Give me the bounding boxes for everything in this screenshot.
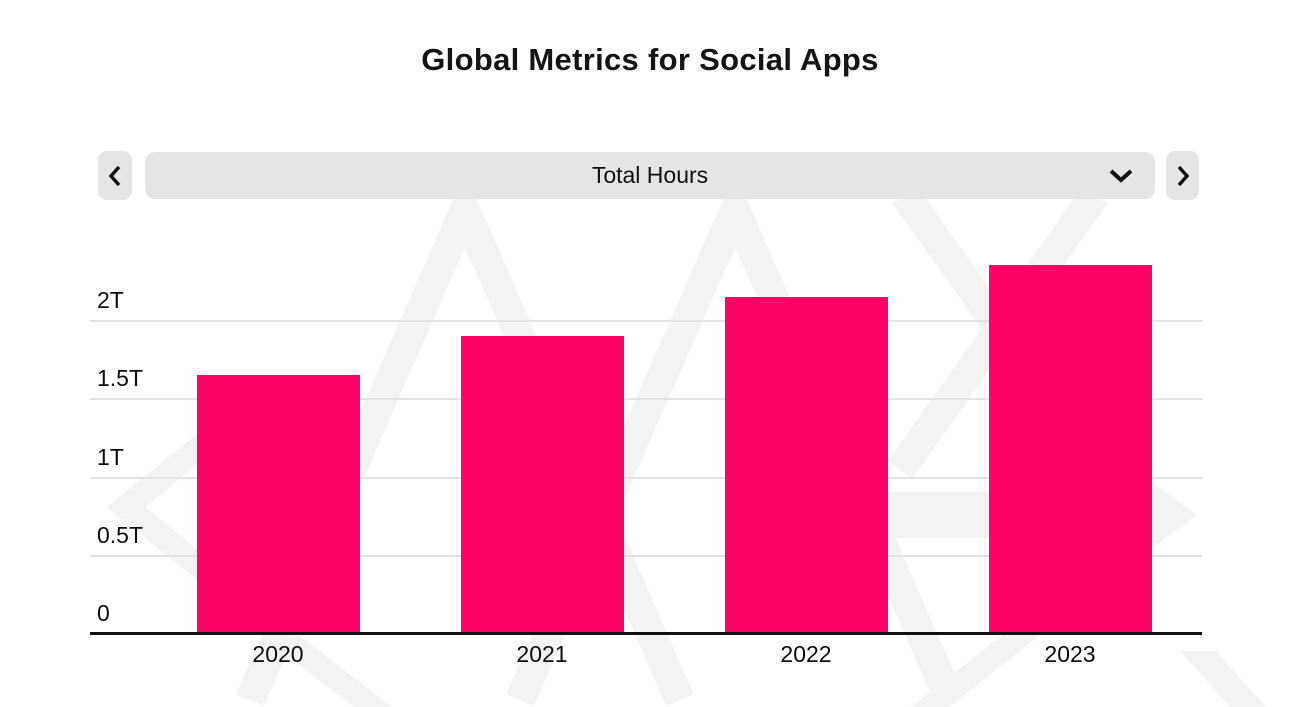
y-tick-label: 1.5T <box>97 365 144 392</box>
page-title: Global Metrics for Social Apps <box>421 42 879 77</box>
bar <box>724 297 888 633</box>
metric-dropdown-label: Total Hours <box>591 162 709 188</box>
next-metric-button[interactable] <box>1166 151 1199 200</box>
x-axis-line <box>90 632 1202 635</box>
chevron-down-icon <box>1107 168 1135 184</box>
x-axis-label: 2023 <box>1044 641 1096 667</box>
gridline <box>90 320 1202 322</box>
x-axis-label: 2020 <box>252 641 304 667</box>
chevron-right-icon <box>1175 163 1191 189</box>
gridline <box>90 476 1202 479</box>
gridline <box>90 398 1202 401</box>
gridline <box>90 554 1202 557</box>
bar <box>196 375 360 633</box>
y-tick-label: 2T <box>97 287 124 313</box>
y-tick-label: 1T <box>97 443 124 470</box>
chevron-left-icon <box>107 163 123 189</box>
metric-dropdown[interactable]: Total Hours <box>145 152 1155 199</box>
bar <box>460 336 624 633</box>
previous-metric-button[interactable] <box>98 151 132 200</box>
bar <box>988 265 1152 633</box>
x-axis-label: 2021 <box>516 641 568 667</box>
x-axis-label: 2022 <box>780 641 832 667</box>
y-tick-label: 0 <box>97 600 110 626</box>
y-tick-label: 0.5T <box>97 521 144 548</box>
